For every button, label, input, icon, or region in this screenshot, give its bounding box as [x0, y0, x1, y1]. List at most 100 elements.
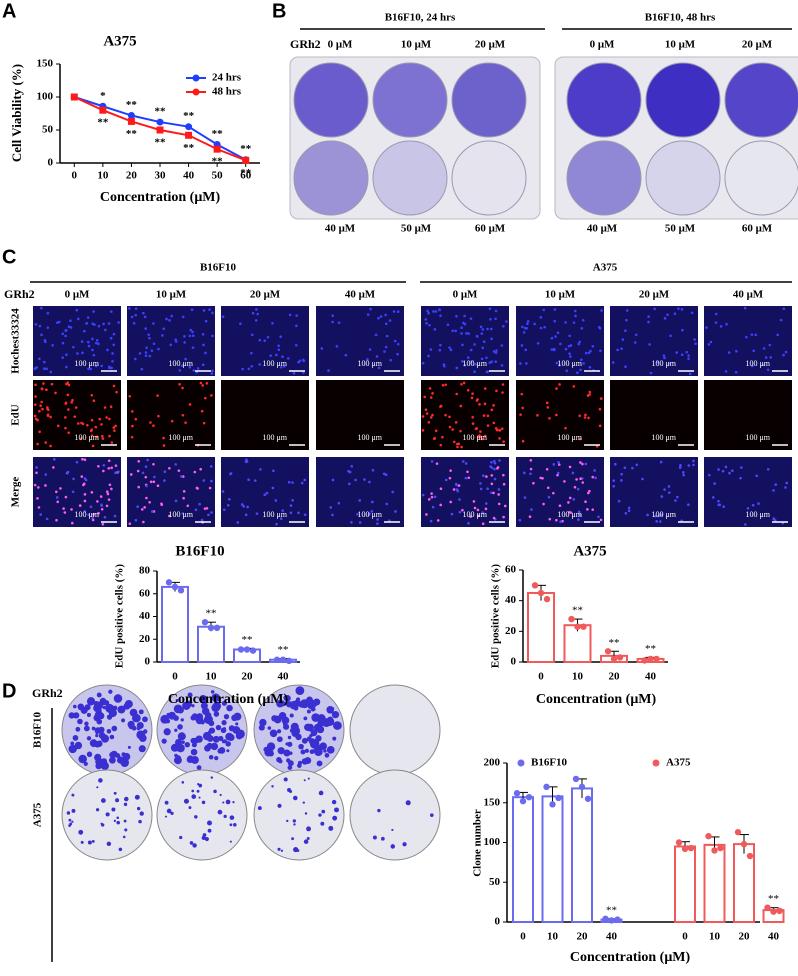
data-point [584, 795, 592, 802]
y-tick-label: 20 [139, 633, 151, 645]
cell [44, 484, 47, 487]
cell [676, 495, 679, 499]
cell [288, 313, 292, 317]
cell [454, 421, 458, 424]
cell [221, 315, 225, 318]
cell [279, 335, 282, 338]
cell [525, 362, 528, 365]
cell [272, 469, 275, 473]
cell [61, 341, 65, 345]
colony [71, 820, 74, 823]
cell [210, 479, 213, 483]
well [372, 62, 448, 138]
cell [717, 499, 720, 503]
scale-label: 100 μm [462, 510, 487, 519]
cell [258, 338, 262, 342]
colony [293, 699, 301, 707]
cell [33, 403, 37, 406]
cell [692, 463, 695, 467]
cell [107, 459, 111, 463]
data-point [177, 587, 185, 594]
cell [85, 321, 89, 325]
cell [368, 348, 372, 351]
cell [77, 422, 80, 425]
cell [782, 307, 786, 311]
colony [73, 712, 80, 719]
cell [550, 336, 554, 340]
cell [210, 394, 213, 397]
cell [113, 514, 117, 518]
cell [497, 502, 501, 506]
cell [529, 472, 532, 476]
cell [681, 328, 684, 332]
concentration-label: 60 μM [742, 223, 773, 235]
cell [473, 506, 477, 510]
data-point [604, 648, 612, 655]
cell [448, 346, 451, 349]
colony [310, 729, 318, 737]
cell [64, 334, 67, 338]
colony [102, 705, 106, 710]
cell [91, 322, 95, 326]
cell [211, 311, 214, 315]
cell [460, 445, 463, 449]
cell [55, 490, 58, 494]
colony [308, 698, 312, 703]
colony [277, 747, 285, 755]
cell [740, 466, 743, 469]
cell [552, 347, 556, 351]
cell [564, 321, 567, 324]
colony [304, 812, 308, 815]
significance: ** [278, 644, 289, 656]
cell [497, 493, 500, 496]
colony [196, 789, 200, 793]
well [645, 140, 721, 216]
cell [457, 484, 461, 487]
significance: ** [240, 143, 252, 155]
cell [92, 399, 96, 403]
cell [494, 351, 498, 355]
cell [552, 463, 556, 466]
y-tick-label: 0 [145, 656, 151, 668]
cell [392, 310, 396, 313]
cell [583, 416, 587, 419]
cell [105, 504, 109, 508]
cell [528, 515, 532, 518]
cell [423, 395, 427, 399]
cell [667, 491, 671, 494]
cell [66, 393, 70, 397]
colony [390, 844, 396, 849]
colony [304, 723, 312, 731]
cell [490, 327, 493, 331]
cell [226, 503, 230, 507]
cell [105, 416, 108, 419]
cell [134, 518, 138, 522]
cell [194, 508, 198, 512]
cell [101, 434, 104, 438]
cell [107, 467, 111, 470]
cell [188, 334, 192, 338]
cell [358, 521, 362, 524]
cell [181, 475, 185, 478]
cell [577, 342, 581, 346]
cell [49, 415, 52, 419]
x-tick-label: 20 [242, 671, 254, 683]
colony [402, 842, 407, 847]
legend-label: 48 hrs [212, 86, 242, 98]
row-label: EdU [10, 404, 22, 425]
significance: ** [609, 637, 620, 649]
cell [202, 309, 206, 312]
colony [96, 786, 99, 789]
data-point [237, 646, 245, 653]
cell [705, 326, 708, 329]
cell [55, 518, 58, 522]
well [293, 140, 369, 216]
cell [465, 332, 468, 335]
colony [113, 694, 123, 703]
cell [69, 319, 72, 323]
cell [646, 513, 649, 517]
cell [454, 329, 457, 333]
data-point [746, 852, 754, 860]
cell [202, 421, 206, 425]
cell [80, 421, 83, 425]
